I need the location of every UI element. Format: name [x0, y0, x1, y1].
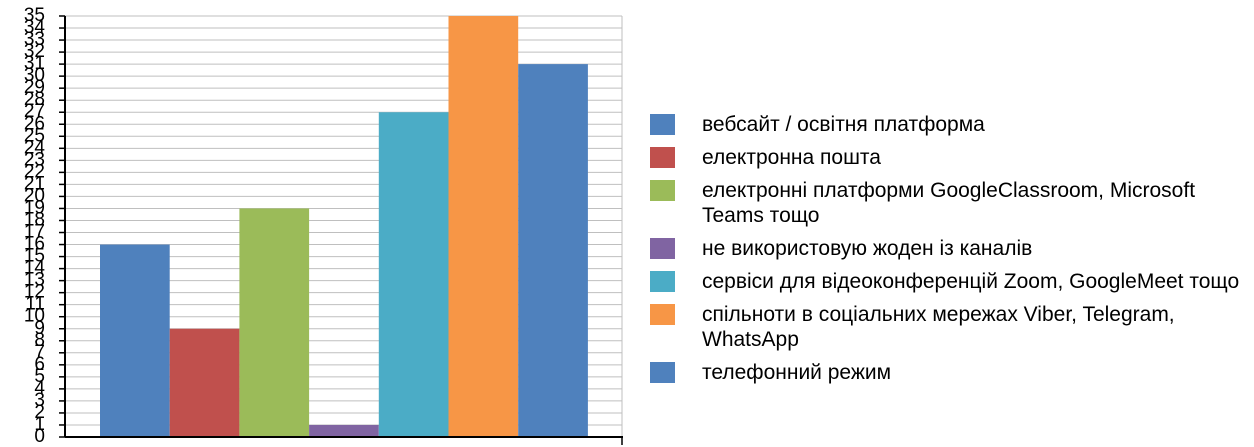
- y-tick-label: 17: [24, 222, 45, 243]
- legend-item: електронна пошта: [650, 145, 1250, 170]
- y-tick-label: 19: [24, 197, 45, 218]
- legend-item: сервіси для відеоконференцій Zoom, Googl…: [650, 269, 1250, 294]
- y-tick-label: 2: [34, 402, 45, 423]
- legend-swatch: [650, 180, 675, 201]
- bar: [518, 64, 588, 437]
- legend-swatch: [650, 147, 675, 168]
- bar: [100, 244, 170, 437]
- y-tick-label: 11: [25, 294, 45, 315]
- y-tick-label: 8: [34, 330, 45, 351]
- y-tick-label: 27: [24, 101, 45, 122]
- legend-label: телефонний режим: [702, 361, 892, 384]
- bar-chart: 0123456789101112131415161718192021222324…: [24, 5, 623, 447]
- y-tick-label: 21: [24, 173, 45, 194]
- y-tick-label: 16: [24, 234, 45, 255]
- y-tick-label: 12: [24, 282, 45, 303]
- legend-swatch: [650, 238, 675, 259]
- legend-swatch: [650, 114, 675, 135]
- y-tick-label: 24: [24, 137, 46, 158]
- legend-swatch: [650, 304, 675, 325]
- legend-label: електронні платформи GoogleClassroom, Mi…: [702, 179, 1196, 227]
- legend-item: телефонний режим: [650, 360, 1250, 385]
- y-tick-label: 23: [24, 149, 45, 170]
- y-tick-label: 15: [24, 246, 45, 267]
- y-tick-label: 35: [24, 5, 45, 26]
- y-tick-label: 26: [24, 113, 45, 134]
- legend: вебсайт / освітня платформа електронна п…: [650, 112, 1250, 393]
- legend-item: вебсайт / освітня платформа: [650, 112, 1250, 137]
- y-tick-label: 13: [24, 270, 45, 291]
- y-tick-label: 14: [24, 258, 46, 279]
- bar: [448, 16, 519, 437]
- bar: [239, 208, 310, 437]
- legend-item: електронні платформи GoogleClassroom, Mi…: [650, 178, 1250, 228]
- y-tick-label: 29: [24, 77, 45, 98]
- axes: [59, 15, 623, 445]
- legend-swatch: [650, 362, 675, 383]
- bar: [378, 112, 449, 437]
- y-tick-label: 25: [24, 125, 45, 146]
- y-tick-label: 0: [34, 426, 45, 447]
- legend-label: спільноти в соціальних мережах Viber, Te…: [702, 303, 1175, 351]
- legend-label: не використовую жоден із каналів: [702, 237, 1033, 260]
- y-tick-label: 28: [24, 89, 45, 110]
- y-tick-label: 33: [24, 29, 45, 50]
- y-tick-label: 5: [34, 366, 45, 387]
- y-tick-label: 3: [34, 390, 45, 411]
- y-tick-label: 31: [24, 53, 45, 74]
- y-tick-label: 18: [24, 210, 45, 231]
- y-tick-labels: 0123456789101112131415161718192021222324…: [24, 5, 46, 447]
- y-tick-label: 20: [24, 185, 45, 206]
- legend-swatch: [650, 271, 675, 292]
- y-tick-label: 10: [24, 306, 45, 327]
- y-tick-label: 7: [34, 342, 45, 363]
- y-tick-label: 22: [24, 161, 45, 182]
- y-tick-label: 9: [34, 318, 45, 339]
- legend-item: спільноти в соціальних мережах Viber, Te…: [650, 302, 1250, 352]
- bars: [100, 16, 588, 437]
- y-tick-label: 6: [34, 354, 45, 375]
- y-tick-label: 4: [34, 378, 45, 399]
- y-tick-label: 32: [24, 41, 45, 62]
- y-tick-label: 34: [24, 17, 46, 38]
- bar: [309, 424, 379, 437]
- legend-label: вебсайт / освітня платформа: [702, 113, 985, 136]
- legend-item: не використовую жоден із каналів: [650, 236, 1250, 261]
- legend-label: електронна пошта: [702, 146, 881, 169]
- legend-label: сервіси для відеоконференцій Zoom, Googl…: [702, 270, 1240, 293]
- y-tick-label: 30: [24, 65, 45, 86]
- bar: [169, 328, 240, 437]
- y-tick-label: 1: [34, 414, 45, 435]
